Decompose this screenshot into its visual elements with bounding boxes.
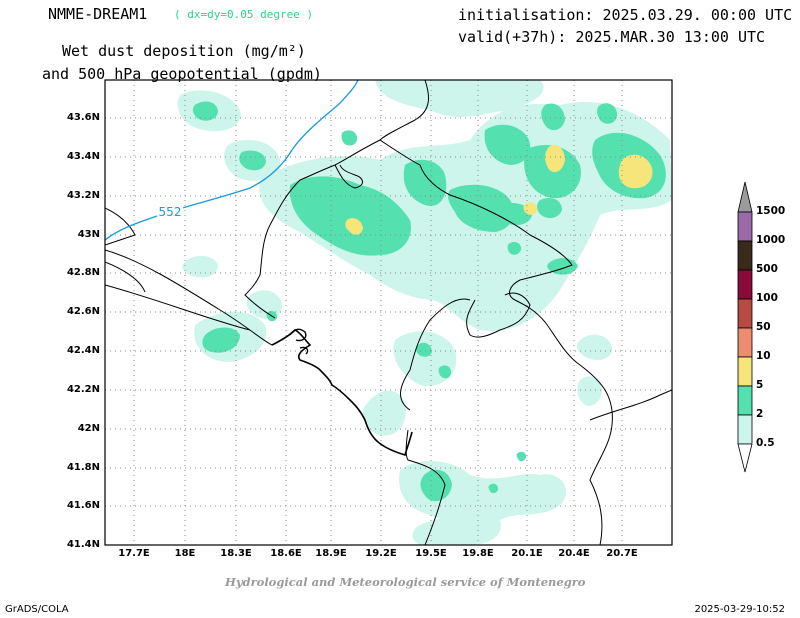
initialisation-time: initialisation: 2025.03.29. 00:00 UTC xyxy=(458,6,793,24)
lon-tick-label: 19.5E xyxy=(415,548,447,559)
lat-tick-label: 43.2N xyxy=(66,190,100,201)
legend-swatch xyxy=(737,356,753,387)
credit-text: Hydrological and Meteorological service … xyxy=(225,575,586,589)
lon-tick-label: 17.7E xyxy=(118,548,150,559)
lon-tick-label: 18.6E xyxy=(270,548,302,559)
product-title-line2: and 500 hPa geopotential (gpdm) xyxy=(42,65,322,83)
contour-label-bg xyxy=(157,205,183,218)
lat-tick-label: 41.4N xyxy=(66,539,100,550)
footer-software: GrADS/COLA xyxy=(5,604,69,615)
legend-swatch xyxy=(737,414,753,445)
model-resolution: ( dx=dy=0.05 degree ) xyxy=(174,8,314,21)
coastline xyxy=(271,329,413,456)
legend-label: 10 xyxy=(756,350,771,362)
lat-tick-label: 43.4N xyxy=(66,151,100,162)
lon-tick-label: 18.3E xyxy=(220,548,252,559)
lat-tick-label: 41.6N xyxy=(66,500,100,511)
lat-tick-label: 43N xyxy=(77,229,100,240)
lat-tick-label: 42.6N xyxy=(66,306,100,317)
legend-swatch xyxy=(737,385,753,416)
product-title-line1: Wet dust deposition (mg/m²) xyxy=(62,42,306,60)
legend-label: 500 xyxy=(756,263,778,275)
legend-label: 0.5 xyxy=(756,437,775,449)
lon-tick-label: 18E xyxy=(174,548,196,559)
legend-swatch xyxy=(737,269,753,300)
lon-tick-label: 18.9E xyxy=(315,548,347,559)
lat-tick-label: 41.8N xyxy=(66,462,100,473)
model-title: NMME-DREAM1 xyxy=(48,5,148,23)
legend-label: 1500 xyxy=(756,205,786,217)
lat-tick-label: 42.4N xyxy=(66,345,100,356)
lat-tick-label: 42N xyxy=(77,423,100,434)
lon-tick-label: 20.4E xyxy=(558,548,590,559)
legend-swatch xyxy=(737,443,753,473)
legend-swatch xyxy=(737,181,753,213)
map-frame xyxy=(104,79,673,546)
legend-label: 50 xyxy=(756,321,771,333)
legend-label: 2 xyxy=(756,408,764,420)
lon-tick-label: 19.8E xyxy=(462,548,494,559)
contour-label: 552 xyxy=(159,205,182,219)
legend-swatch xyxy=(737,240,753,271)
lat-tick-label: 43.6N xyxy=(66,112,100,123)
dust-deposition-field xyxy=(177,80,672,545)
lat-tick-label: 42.8N xyxy=(66,267,100,278)
color-legend xyxy=(737,181,753,473)
lon-tick-label: 19.2E xyxy=(365,548,397,559)
legend-swatch xyxy=(737,211,753,242)
lat-tick-label: 42.2N xyxy=(66,384,100,395)
legend-swatch xyxy=(737,327,753,358)
legend-swatch xyxy=(737,298,753,329)
legend-label: 100 xyxy=(756,292,778,304)
legend-label: 1000 xyxy=(756,234,786,246)
lon-tick-label: 20.7E xyxy=(606,548,638,559)
footer-timestamp: 2025-03-29-10:52 xyxy=(694,604,785,615)
lon-tick-label: 20.1E xyxy=(511,548,543,559)
valid-time: valid(+37h): 2025.MAR.30 13:00 UTC xyxy=(458,28,766,46)
legend-label: 5 xyxy=(756,379,764,391)
